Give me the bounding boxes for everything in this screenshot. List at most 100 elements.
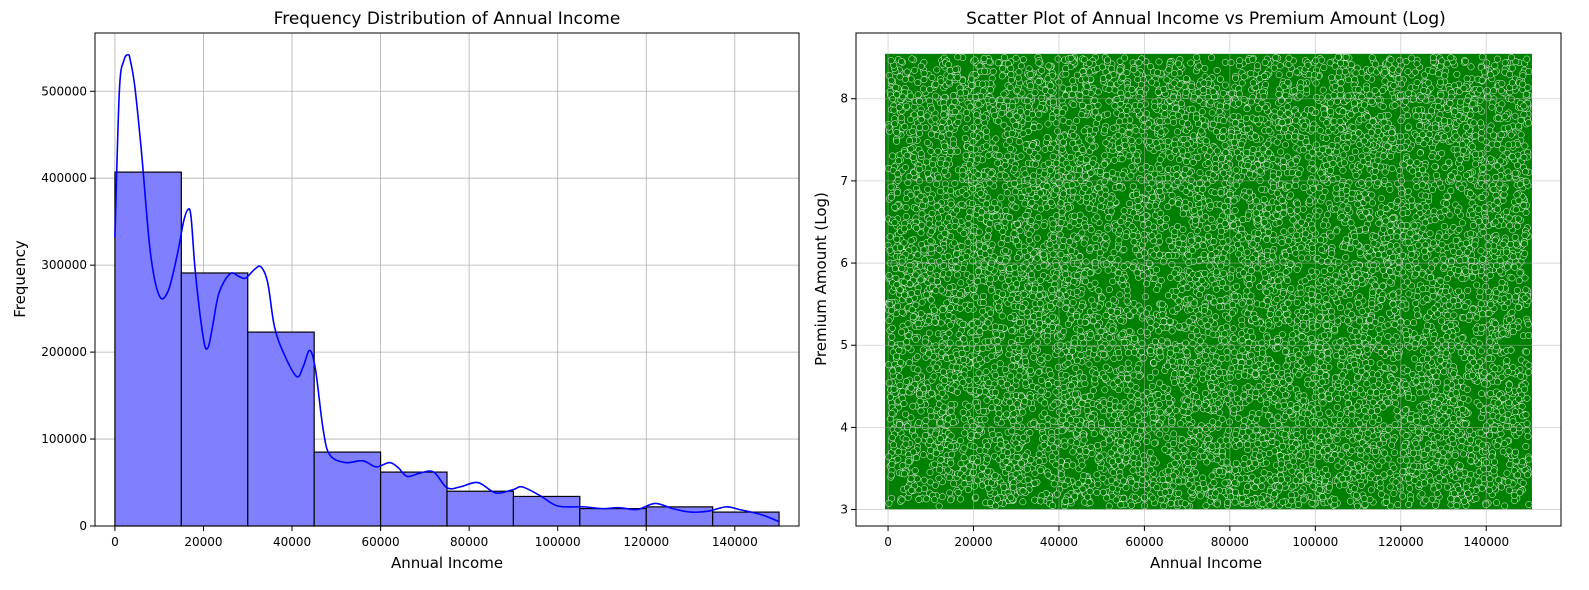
scatter-point — [980, 292, 987, 300]
scatter-point — [1381, 176, 1389, 184]
scatter-point — [1221, 81, 1229, 89]
scatter-point — [1014, 74, 1022, 82]
scatter-point — [1105, 301, 1113, 309]
scatter-point — [1260, 427, 1268, 435]
scatter-point — [1441, 206, 1449, 214]
scatter-point — [1000, 90, 1008, 98]
scatter-point — [1500, 303, 1508, 311]
scatter-point — [1377, 112, 1384, 120]
scatter-point — [1453, 70, 1461, 78]
scatter-point — [895, 157, 903, 165]
scatter-point — [1151, 368, 1159, 376]
scatter-point — [1319, 399, 1327, 407]
scatter-point — [1293, 231, 1301, 239]
scatter-point — [1225, 418, 1233, 426]
scatter-point — [1148, 78, 1156, 86]
scatter-point — [1346, 302, 1354, 310]
scatter-title: Scatter Plot of Annual Income vs Premium… — [966, 9, 1446, 29]
scatter-point — [1466, 111, 1474, 119]
scatter-point — [1320, 64, 1328, 71]
scatter-point — [1525, 501, 1533, 509]
scatter-point — [1312, 108, 1320, 116]
scatter-point — [1104, 110, 1112, 118]
scatter-point — [1458, 141, 1466, 149]
scatter-point — [1520, 110, 1528, 118]
histogram-title: Frequency Distribution of Annual Income — [274, 9, 621, 29]
scatter-point — [1486, 431, 1494, 439]
scatter-point — [1117, 501, 1125, 509]
scatter-point — [1467, 63, 1475, 71]
scatter-point — [1414, 454, 1422, 462]
scatter-point — [1006, 111, 1014, 119]
scatter-point — [1280, 228, 1288, 236]
scatter-point — [1483, 59, 1491, 67]
scatter-point — [1410, 319, 1418, 327]
scatter-point — [1063, 298, 1071, 306]
scatter-point — [1019, 56, 1027, 64]
scatter-point — [1129, 182, 1137, 190]
scatter-point — [1403, 319, 1411, 327]
scatter-point — [1293, 206, 1301, 214]
x-tick-label: 60000 — [361, 535, 399, 549]
scatter-point — [1203, 224, 1211, 232]
scatter-point — [933, 180, 941, 188]
scatter-point — [1094, 480, 1102, 488]
histogram-bar — [446, 490, 515, 527]
scatter-point — [1330, 118, 1338, 125]
scatter-point — [1328, 74, 1336, 82]
scatter-point — [1059, 243, 1067, 251]
scatter-point — [950, 480, 958, 488]
scatter-point — [1105, 502, 1113, 510]
scatter-point — [1300, 146, 1307, 154]
scatter-point — [1325, 483, 1333, 491]
scatter-point — [939, 306, 947, 314]
scatter-point — [1390, 489, 1398, 497]
scatter-point — [1374, 335, 1382, 343]
scatter-point — [913, 475, 921, 483]
scatter-point — [1366, 91, 1374, 99]
scatter-point — [1267, 367, 1275, 375]
scatter-point — [1511, 112, 1519, 120]
scatter-point — [1308, 499, 1316, 507]
scatter-point — [1386, 483, 1394, 491]
scatter-point — [1177, 420, 1185, 428]
scatter-point — [983, 127, 990, 135]
scatter-point — [1339, 202, 1347, 210]
scatter-point — [1313, 212, 1321, 220]
scatter-point — [1350, 99, 1358, 107]
scatter-point — [1394, 501, 1402, 509]
scatter-point — [1229, 325, 1237, 333]
scatter-point — [998, 72, 1006, 80]
scatter-point — [1054, 438, 1062, 446]
scatter-point — [927, 296, 935, 304]
scatter-point — [938, 493, 946, 501]
scatter-point — [1190, 450, 1198, 458]
scatter-point — [965, 214, 973, 222]
scatter-point — [1044, 120, 1052, 128]
scatter-point — [927, 244, 935, 252]
scatter-point — [934, 147, 942, 155]
scatter-point — [920, 246, 928, 254]
scatter-point — [1100, 440, 1108, 448]
scatter-point — [1379, 266, 1387, 274]
scatter-point — [885, 499, 893, 507]
scatter-point — [1274, 413, 1282, 421]
scatter-point — [1254, 215, 1262, 223]
scatter-point — [1346, 497, 1354, 505]
scatter-point — [1162, 215, 1170, 223]
scatter-point — [1323, 321, 1331, 329]
scatter-point — [931, 481, 939, 489]
scatter-point — [1218, 381, 1226, 389]
scatter-point — [1249, 145, 1257, 153]
scatter-point — [1119, 171, 1127, 179]
scatter-point — [1525, 119, 1532, 127]
scatter-point — [1525, 455, 1533, 463]
scatter-point — [1360, 495, 1368, 503]
scatter-point — [1220, 127, 1228, 135]
scatter-point — [1099, 488, 1107, 496]
scatter-point — [913, 375, 921, 382]
scatter-point — [1170, 440, 1177, 447]
scatter-point — [1078, 333, 1086, 341]
scatter-point — [1478, 390, 1486, 398]
